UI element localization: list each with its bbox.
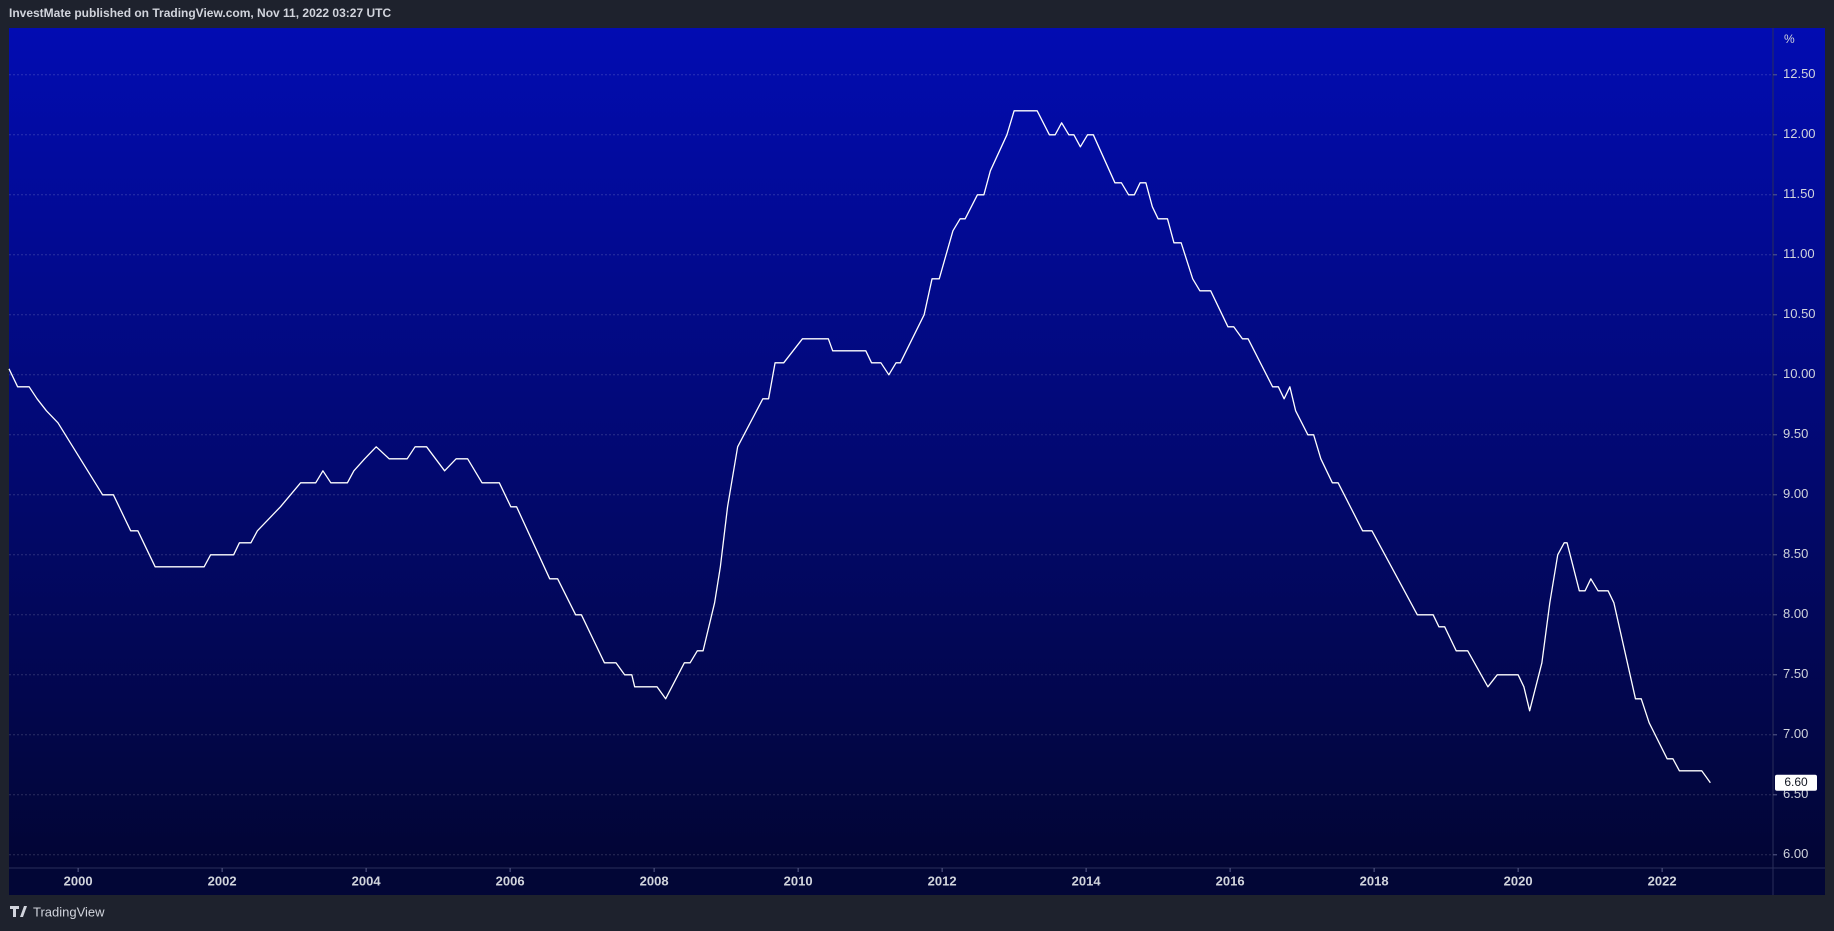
plot-background (9, 28, 1825, 868)
y-tick-label: 12.00 (1783, 126, 1816, 141)
y-tick-label: 11.00 (1783, 246, 1815, 261)
y-tick-label: 10.00 (1783, 366, 1816, 381)
x-tick-label: 2006 (496, 873, 525, 888)
x-tick-label: 2008 (640, 873, 669, 888)
y-tick-label: 12.50 (1783, 66, 1816, 81)
x-tick-label: 2002 (208, 873, 237, 888)
x-tick-label: 2022 (1648, 873, 1677, 888)
x-tick-label: 2016 (1216, 873, 1245, 888)
x-tick-label: 2020 (1504, 873, 1533, 888)
x-tick-label: 2014 (1072, 873, 1102, 888)
y-tick-label: 9.00 (1783, 486, 1808, 501)
x-tick-label: 2010 (784, 873, 813, 888)
x-tick-label: 2018 (1360, 873, 1389, 888)
x-tick-label: 2012 (928, 873, 957, 888)
line-series (8, 110, 1711, 784)
y-tick-label: 7.50 (1783, 666, 1808, 681)
price-label-box (1775, 774, 1817, 791)
x-tick-label: 2004 (352, 873, 382, 888)
y-tick-label: 6.00 (1783, 846, 1808, 861)
y-tick-label: 11.50 (1783, 186, 1815, 201)
y-tick-label: 8.00 (1783, 606, 1808, 621)
y-tick-label: 7.00 (1783, 726, 1808, 741)
footer: TradingView (33, 904, 105, 919)
price-label: 6.60 (1784, 775, 1808, 789)
y-unit: % (1784, 32, 1795, 46)
y-tick-label: 8.50 (1783, 546, 1808, 561)
y-tick-label: 9.50 (1783, 426, 1808, 441)
footer-logo (10, 906, 27, 917)
x-tick-label: 2000 (64, 873, 93, 888)
header: InvestMate published on TradingView.com,… (9, 6, 391, 20)
y-tick-label: 10.50 (1783, 306, 1816, 321)
